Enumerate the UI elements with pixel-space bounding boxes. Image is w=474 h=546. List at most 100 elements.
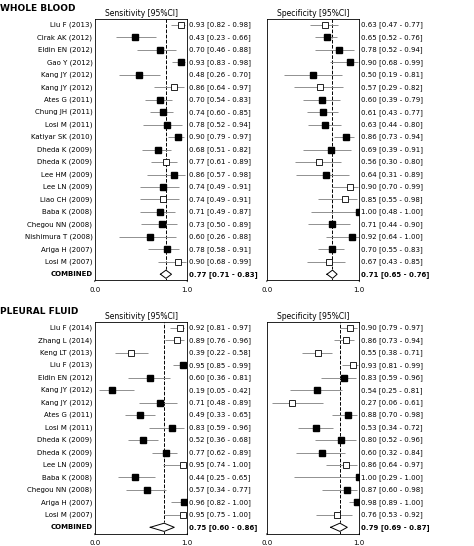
Text: Liu F (2014): Liu F (2014) [50,325,92,331]
Text: 0.90 [0.79 - 0.97]: 0.90 [0.79 - 0.97] [189,134,251,140]
Text: 0.71 [0.44 - 0.90]: 0.71 [0.44 - 0.90] [361,221,422,228]
Text: 0.77 [0.71 - 0.83]: 0.77 [0.71 - 0.83] [189,271,257,278]
Text: Ariga H (2007): Ariga H (2007) [41,499,92,506]
Text: 0.93 [0.82 - 0.98]: 0.93 [0.82 - 0.98] [189,21,251,28]
Text: 0.87 [0.60 - 0.98]: 0.87 [0.60 - 0.98] [361,486,423,493]
Text: 0.44 [0.25 - 0.65]: 0.44 [0.25 - 0.65] [189,474,250,481]
Text: 0.75 [0.60 - 0.86]: 0.75 [0.60 - 0.86] [189,524,257,531]
Text: 0.53 [0.34 - 0.72]: 0.53 [0.34 - 0.72] [361,424,422,431]
Text: PLEURAL FLUID: PLEURAL FLUID [0,307,78,316]
Text: 0.76 [0.53 - 0.92]: 0.76 [0.53 - 0.92] [361,512,422,518]
Text: 0.0: 0.0 [89,540,100,546]
Text: 0.73 [0.50 - 0.89]: 0.73 [0.50 - 0.89] [189,221,251,228]
Text: COMBINED: COMBINED [50,524,92,530]
Text: 0.90 [0.70 - 0.99]: 0.90 [0.70 - 0.99] [361,183,423,191]
Text: 0.77 [0.62 - 0.89]: 0.77 [0.62 - 0.89] [189,449,251,456]
Text: 0.19 [0.05 - 0.42]: 0.19 [0.05 - 0.42] [189,387,250,394]
Text: Cirak AK (2012): Cirak AK (2012) [37,34,92,40]
Text: 0.83 [0.59 - 0.96]: 0.83 [0.59 - 0.96] [189,424,251,431]
Text: 1.0: 1.0 [182,287,193,293]
Text: 0.39 [0.22 - 0.58]: 0.39 [0.22 - 0.58] [189,349,250,356]
Text: 0.86 [0.73 - 0.94]: 0.86 [0.73 - 0.94] [361,134,423,140]
Text: Dheda K (2009): Dheda K (2009) [37,449,92,456]
Text: 0.68 [0.51 - 0.82]: 0.68 [0.51 - 0.82] [189,146,250,153]
Text: Dheda K (2009): Dheda K (2009) [37,159,92,165]
Text: 0.83 [0.59 - 0.96]: 0.83 [0.59 - 0.96] [361,375,423,381]
Text: 0.74 [0.49 - 0.91]: 0.74 [0.49 - 0.91] [189,183,250,191]
Text: 0.71 [0.49 - 0.87]: 0.71 [0.49 - 0.87] [189,209,251,215]
Text: 0.85 [0.55 - 0.98]: 0.85 [0.55 - 0.98] [361,196,422,203]
Text: 0.43 [0.23 - 0.66]: 0.43 [0.23 - 0.66] [189,34,250,41]
Text: 0.50 [0.19 - 0.81]: 0.50 [0.19 - 0.81] [361,72,423,78]
Title: Sensitivity [95%CI]: Sensitivity [95%CI] [104,312,178,321]
Text: Chung JH (2011): Chung JH (2011) [35,109,92,115]
Text: Lee LN (2009): Lee LN (2009) [43,184,92,190]
Text: 0.60 [0.39 - 0.79]: 0.60 [0.39 - 0.79] [361,96,423,103]
Text: WHOLE BLOOD: WHOLE BLOOD [0,4,75,13]
Text: 0.0: 0.0 [261,540,273,546]
Text: 0.90 [0.79 - 0.97]: 0.90 [0.79 - 0.97] [361,324,423,331]
Text: Nishimura T (2008): Nishimura T (2008) [25,234,92,240]
Text: 0.48 [0.26 - 0.70]: 0.48 [0.26 - 0.70] [189,72,250,78]
Text: COMBINED: COMBINED [50,271,92,277]
Polygon shape [150,523,174,531]
Text: 0.71 [0.48 - 0.89]: 0.71 [0.48 - 0.89] [189,399,251,406]
Text: 0.78 [0.52 - 0.94]: 0.78 [0.52 - 0.94] [361,46,422,54]
Text: Losi M (2007): Losi M (2007) [45,258,92,265]
Text: 0.65 [0.52 - 0.76]: 0.65 [0.52 - 0.76] [361,34,422,41]
Text: 0.74 [0.49 - 0.91]: 0.74 [0.49 - 0.91] [189,196,250,203]
Text: 0.79 [0.69 - 0.87]: 0.79 [0.69 - 0.87] [361,524,429,531]
Text: 0.70 [0.54 - 0.83]: 0.70 [0.54 - 0.83] [189,96,250,103]
Text: 0.86 [0.64 - 0.97]: 0.86 [0.64 - 0.97] [189,84,251,91]
Text: 0.86 [0.57 - 0.98]: 0.86 [0.57 - 0.98] [189,171,251,178]
Text: 1.00 [0.48 - 1.00]: 1.00 [0.48 - 1.00] [361,209,423,215]
Text: 0.56 [0.30 - 0.80]: 0.56 [0.30 - 0.80] [361,159,423,165]
Text: 0.88 [0.70 - 0.98]: 0.88 [0.70 - 0.98] [361,412,423,418]
Text: Baba K (2008): Baba K (2008) [43,209,92,215]
Text: Eldin EN (2012): Eldin EN (2012) [38,46,92,53]
Text: Lee HM (2009): Lee HM (2009) [41,171,92,178]
Text: Baba K (2008): Baba K (2008) [43,474,92,480]
Text: 0.64 [0.31 - 0.89]: 0.64 [0.31 - 0.89] [361,171,423,178]
Text: 0.63 [0.44 - 0.80]: 0.63 [0.44 - 0.80] [361,121,422,128]
Text: 0.57 [0.29 - 0.82]: 0.57 [0.29 - 0.82] [361,84,422,91]
Text: 0.0: 0.0 [261,287,273,293]
Text: Kang JY (2012): Kang JY (2012) [41,387,92,394]
Text: 0.93 [0.81 - 0.99]: 0.93 [0.81 - 0.99] [361,362,423,369]
Text: 0.60 [0.26 - 0.88]: 0.60 [0.26 - 0.88] [189,234,251,240]
Text: 0.90 [0.68 - 0.99]: 0.90 [0.68 - 0.99] [361,59,423,66]
Text: Katiyar SK (2010): Katiyar SK (2010) [31,134,92,140]
Text: Liu F (2013): Liu F (2013) [50,362,92,369]
Text: Dheda K (2009): Dheda K (2009) [37,437,92,443]
Text: 0.78 [0.52 - 0.94]: 0.78 [0.52 - 0.94] [189,121,250,128]
Text: 1.0: 1.0 [354,540,365,546]
Text: Kang JY (2012): Kang JY (2012) [41,72,92,78]
Text: Chegou NN (2008): Chegou NN (2008) [27,221,92,228]
Text: 1.0: 1.0 [182,540,193,546]
Text: 0.92 [0.64 - 1.00]: 0.92 [0.64 - 1.00] [361,234,422,240]
Text: 1.00 [0.29 - 1.00]: 1.00 [0.29 - 1.00] [361,474,423,481]
Text: Ates G (2011): Ates G (2011) [44,412,92,418]
Text: Dheda K (2009): Dheda K (2009) [37,146,92,153]
Text: Kang JY (2012): Kang JY (2012) [41,84,92,91]
Text: 0.98 [0.89 - 1.00]: 0.98 [0.89 - 1.00] [361,499,423,506]
Text: 0.57 [0.34 - 0.77]: 0.57 [0.34 - 0.77] [189,486,250,493]
Text: 0.78 [0.58 - 0.91]: 0.78 [0.58 - 0.91] [189,246,251,253]
Text: 0.61 [0.43 - 0.77]: 0.61 [0.43 - 0.77] [361,109,423,116]
Text: 1.0: 1.0 [354,287,365,293]
Text: Losi M (2011): Losi M (2011) [45,424,92,431]
Text: 0.95 [0.75 - 1.00]: 0.95 [0.75 - 1.00] [189,512,250,518]
Text: Zhang L (2014): Zhang L (2014) [38,337,92,343]
Text: 0.0: 0.0 [89,287,100,293]
Text: 0.60 [0.36 - 0.81]: 0.60 [0.36 - 0.81] [189,375,251,381]
Text: 0.89 [0.76 - 0.96]: 0.89 [0.76 - 0.96] [189,337,251,343]
Text: 0.60 [0.32 - 0.84]: 0.60 [0.32 - 0.84] [361,449,422,456]
Text: Eldin EN (2012): Eldin EN (2012) [38,375,92,381]
Text: Ates G (2011): Ates G (2011) [44,97,92,103]
Text: 0.95 [0.85 - 0.99]: 0.95 [0.85 - 0.99] [189,362,250,369]
Text: Keng LT (2013): Keng LT (2013) [40,349,92,356]
Text: 0.96 [0.82 - 1.00]: 0.96 [0.82 - 1.00] [189,499,251,506]
Text: Gao Y (2012): Gao Y (2012) [46,59,92,66]
Text: Liao CH (2009): Liao CH (2009) [40,196,92,203]
Text: Losi M (2007): Losi M (2007) [45,512,92,518]
